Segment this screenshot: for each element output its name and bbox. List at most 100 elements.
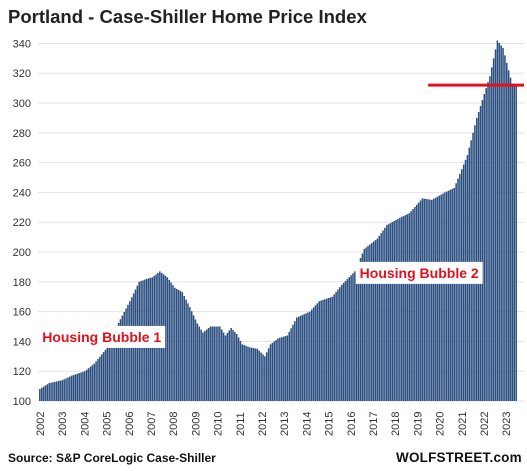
bar <box>166 277 169 401</box>
bar <box>69 376 71 401</box>
bar <box>269 344 272 401</box>
bar <box>427 199 429 401</box>
bar <box>378 235 381 401</box>
bar <box>256 348 259 401</box>
chart-title: Portland - Case-Shiller Home Price Index <box>8 6 367 27</box>
y-tick-label: 280 <box>13 128 31 140</box>
bar <box>444 192 446 401</box>
bar <box>305 313 307 401</box>
bar <box>487 82 489 402</box>
bar <box>168 279 170 401</box>
x-tick-label: 2009 <box>190 412 202 436</box>
bar <box>483 94 486 401</box>
bar <box>39 389 41 401</box>
bar <box>453 187 456 401</box>
y-tick-label: 340 <box>13 38 31 50</box>
bar <box>121 315 124 401</box>
bar <box>70 375 73 401</box>
bar <box>324 299 326 401</box>
bar <box>507 70 510 402</box>
bar <box>385 225 388 401</box>
bar <box>491 67 493 401</box>
bar <box>245 345 247 401</box>
bar <box>84 371 86 401</box>
bar <box>175 288 178 401</box>
bar <box>99 356 101 401</box>
bar <box>189 307 191 401</box>
bar <box>406 214 409 401</box>
x-tick-label: 2015 <box>324 412 336 436</box>
bar <box>125 308 127 401</box>
bar <box>106 347 109 401</box>
annotation: Housing Bubble 1 <box>38 325 166 348</box>
y-tick-label: 160 <box>13 307 31 319</box>
bar <box>389 223 392 401</box>
bar <box>290 328 292 401</box>
x-tick-label: 2008 <box>168 412 180 436</box>
bar <box>359 257 362 401</box>
bar <box>449 189 452 401</box>
bar <box>301 315 304 401</box>
bar <box>63 379 65 401</box>
bar <box>42 386 45 401</box>
bar <box>404 215 407 401</box>
bar <box>374 240 377 401</box>
bar <box>82 371 84 401</box>
bar <box>85 369 88 401</box>
bar <box>352 273 354 401</box>
bar <box>93 363 95 401</box>
bar <box>46 384 49 401</box>
bar <box>211 326 214 401</box>
bar <box>217 326 219 401</box>
bar <box>114 330 116 401</box>
y-tick-label: 200 <box>13 247 31 259</box>
x-tick-label: 2014 <box>301 412 313 436</box>
x-tick-label: 2006 <box>124 412 136 436</box>
bar <box>446 191 448 401</box>
bar <box>226 332 229 401</box>
bar <box>209 326 212 401</box>
bar <box>95 361 97 401</box>
bar <box>502 47 504 402</box>
bar <box>196 323 199 401</box>
bar <box>434 197 437 401</box>
bar <box>363 249 366 401</box>
bar <box>397 218 399 401</box>
bar <box>219 326 221 401</box>
bar <box>354 271 356 401</box>
bar <box>417 202 420 401</box>
bar <box>183 295 185 401</box>
bar <box>416 204 418 401</box>
x-tick-label: 2005 <box>102 412 114 436</box>
bar <box>200 329 202 401</box>
annotation-background <box>355 261 483 284</box>
y-tick-label: 100 <box>13 396 31 408</box>
bar <box>438 195 441 401</box>
bar <box>333 294 336 401</box>
bar <box>241 344 244 401</box>
bar <box>222 332 225 401</box>
bar <box>419 200 422 401</box>
bar <box>342 282 345 401</box>
bar <box>237 337 240 401</box>
bar <box>76 373 79 401</box>
bar <box>265 352 268 401</box>
bar <box>127 304 129 401</box>
bar <box>55 381 58 401</box>
bar <box>498 42 501 401</box>
bar <box>115 326 118 401</box>
bar <box>260 352 262 401</box>
bar <box>52 382 54 401</box>
x-tick-label: 2021 <box>457 412 469 436</box>
bar <box>429 199 431 401</box>
x-axis: 2002 2003 2004 2005 2006 2007 2008 2009 2010 2011… <box>35 412 513 436</box>
bar <box>284 336 287 401</box>
bar <box>402 215 405 401</box>
bar <box>271 342 274 401</box>
y-tick-label: 300 <box>13 98 31 110</box>
bar <box>511 85 514 401</box>
bar <box>391 222 394 401</box>
x-tick-label: 2002 <box>35 412 47 436</box>
x-tick-label: 2023 <box>501 412 513 436</box>
